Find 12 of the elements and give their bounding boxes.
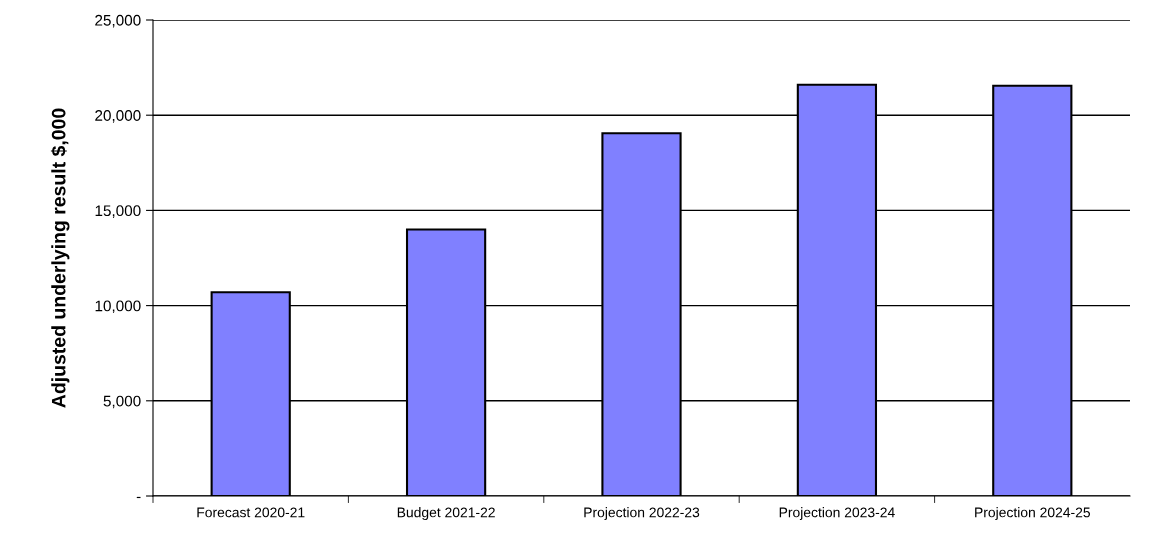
x-tick-label: Forecast 2020-21: [197, 507, 305, 518]
x-tick-label: Projection 2022-23: [584, 507, 700, 521]
x-tick-label: Budget 2021-22: [397, 507, 495, 521]
y-tick-label: 5,000: [103, 395, 141, 409]
y-tick-label: 15,000: [95, 205, 141, 218]
y-tick-label: 25,000: [95, 14, 141, 28]
y-tick-label: 20,000: [95, 110, 141, 123]
x-tick-label: Projection 2023-24: [779, 507, 895, 521]
y-tick-label: -: [136, 496, 141, 499]
x-tick-label: Projection 2024-25: [975, 507, 1091, 521]
y-axis-title: Adjusted underlying result $,000: [50, 108, 70, 408]
y-tick-label: 10,000: [95, 300, 141, 314]
